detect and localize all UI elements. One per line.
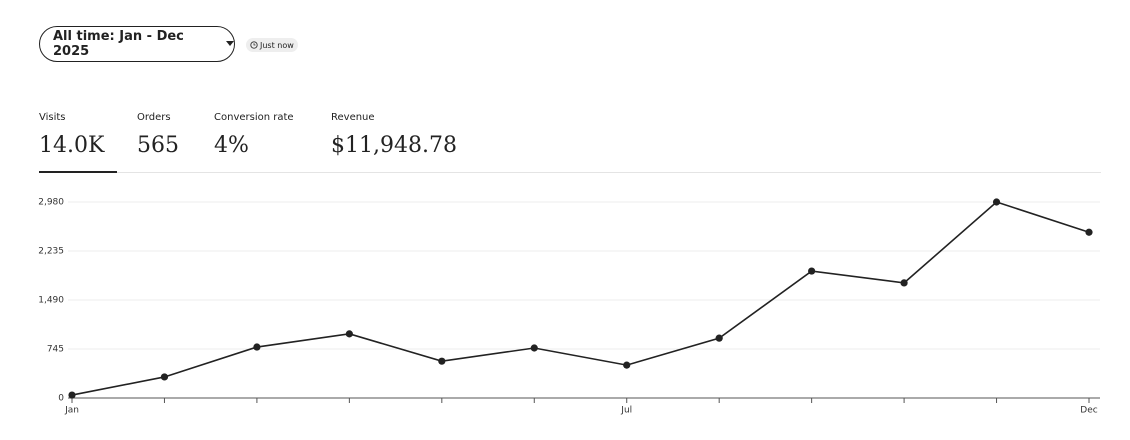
point (623, 361, 631, 369)
active-tab-underline (39, 171, 117, 173)
metric-label: Visits (39, 112, 66, 123)
point (808, 267, 816, 275)
y-tick-label: 0 (58, 394, 64, 404)
metric-value: $11,948.78 (331, 133, 457, 158)
metric-label: Revenue (331, 112, 375, 123)
status-tag: Just now (246, 38, 298, 52)
divider (39, 172, 1101, 173)
point (992, 198, 1001, 206)
x-tick-label: Jul (620, 406, 632, 416)
point (438, 357, 446, 365)
metric[interactable]: Visits 14.0K (39, 112, 104, 158)
point (530, 344, 538, 352)
point (68, 391, 76, 399)
point (345, 330, 353, 338)
point (160, 373, 169, 381)
metric-label: Orders (137, 112, 171, 123)
metric[interactable]: Revenue $11,948.78 (331, 112, 457, 158)
point (900, 279, 908, 287)
y-tick-label: 2,235 (38, 247, 64, 257)
line (71, 201, 1090, 396)
status-text: Just now (260, 40, 294, 50)
y-tick-label: 745 (47, 345, 64, 355)
date-filter[interactable]: All time: Jan - Dec 2025 (39, 26, 235, 62)
metric[interactable]: Orders 565 (137, 112, 179, 158)
x-tick-label: Jan (64, 406, 79, 416)
y-tick-label: 2,980 (38, 198, 64, 208)
x-tick-label: Dec (1080, 406, 1097, 416)
metric-value: 4% (214, 133, 249, 158)
metric[interactable]: Conversion rate 4% (214, 112, 294, 158)
filter-label: All time: Jan - Dec 2025 (53, 29, 184, 59)
metric-value: 565 (137, 133, 179, 158)
y-tick-label: 1,490 (38, 296, 64, 306)
caret (226, 41, 234, 46)
point (1085, 228, 1093, 236)
metric-value: 14.0K (39, 133, 105, 158)
clock-icon (250, 41, 258, 49)
point (715, 334, 723, 342)
metric-label: Conversion rate (214, 112, 294, 123)
point (253, 343, 261, 351)
